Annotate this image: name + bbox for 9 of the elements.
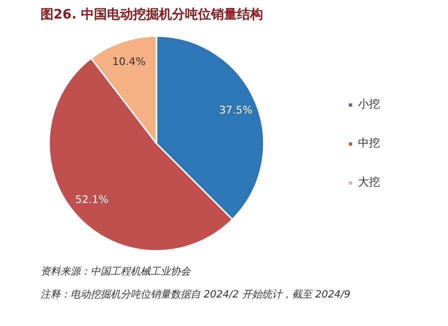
legend-label: 中挖 [358,136,380,150]
data-label: 37.5% [219,104,252,117]
legend-label: 大挖 [358,174,380,190]
data-label: 10.4% [112,56,146,68]
data-label: 52.1% [75,194,109,206]
legend-label: 小挖 [358,96,380,112]
chart-title: 图26. 中国电动挖掘机分吨位销量结构 [40,6,264,22]
text: 资料来源：中国工程机械工业协会 [40,266,192,278]
text: 注释：电动挖掘机分吨位销量数据自 2024/2 开始统计，截至 2024/9 [40,288,350,300]
